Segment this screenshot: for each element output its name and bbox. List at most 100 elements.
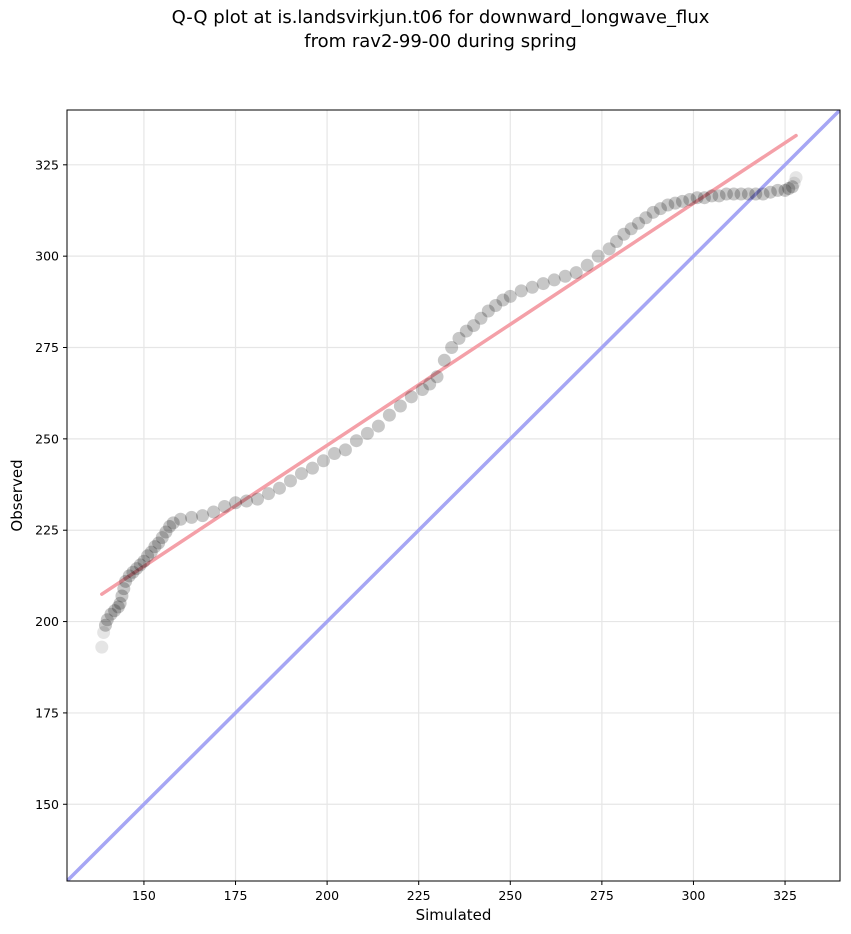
quantile-point <box>734 187 748 201</box>
quantile-point <box>144 545 158 559</box>
grid <box>67 110 840 881</box>
quantile-point <box>113 596 127 610</box>
quantile-point <box>785 180 799 194</box>
quantile-point <box>445 341 459 355</box>
quantile-point <box>580 258 594 272</box>
quantile-point <box>229 496 243 510</box>
quantile-point <box>349 434 363 448</box>
identity-line <box>67 110 840 881</box>
quantile-point <box>166 516 180 530</box>
y-tick-label: 225 <box>35 523 59 538</box>
quantile-point <box>338 443 352 457</box>
quantile-point <box>404 390 418 404</box>
quantile-point <box>415 383 429 397</box>
quantile-point <box>467 319 481 333</box>
quantile-point <box>639 211 653 225</box>
quantile-point <box>591 249 605 263</box>
quantile-point <box>430 370 444 384</box>
quantile-point <box>474 311 488 325</box>
quantile-point <box>305 461 319 475</box>
quantile-point <box>100 613 114 627</box>
fit-line <box>100 133 798 596</box>
x-tick-label: 250 <box>498 888 522 903</box>
quantile-point <box>119 574 133 588</box>
y-tick-label: 175 <box>35 705 59 720</box>
quantile-point <box>697 191 711 205</box>
quantile-point <box>316 454 330 468</box>
quantile-point <box>719 187 733 201</box>
chart-title-line-1: Q-Q plot at is.landsvirkjun.t06 for down… <box>171 7 710 28</box>
x-tick-label: 325 <box>773 888 797 903</box>
quantile-point <box>95 640 109 654</box>
quantile-point <box>683 193 697 207</box>
quantile-point <box>782 182 796 196</box>
x-axis-label: Simulated <box>416 906 492 924</box>
plot-frame <box>66 109 841 882</box>
quantile-point <box>122 569 136 583</box>
quantile-point <box>481 304 495 318</box>
quantile-point <box>130 562 144 576</box>
quantile-point <box>104 607 118 621</box>
y-tick-label: 300 <box>35 249 59 264</box>
chart-title: Q-Q plot at is.landsvirkjun.t06 for down… <box>0 6 851 54</box>
x-tick-label: 300 <box>682 888 706 903</box>
quantile-point <box>646 205 660 219</box>
x-tick-label: 225 <box>407 888 431 903</box>
quantile-point <box>155 531 169 545</box>
quantile-point <box>163 520 177 534</box>
quantile-point <box>240 494 254 508</box>
quantile-point <box>98 618 112 632</box>
quantile-point <box>771 183 785 197</box>
quantile-point <box>514 284 528 298</box>
quantile-point <box>117 582 131 596</box>
quantile-point <box>382 408 396 422</box>
quantile-point <box>452 331 466 345</box>
x-tick-label: 275 <box>590 888 614 903</box>
quantile-point <box>712 189 726 203</box>
y-tick-label: 250 <box>35 431 59 446</box>
quantile-point <box>789 171 803 185</box>
quantile-point <box>148 540 162 554</box>
quantile-point <box>536 277 550 291</box>
quantile-point <box>741 187 755 201</box>
y-tick-label: 325 <box>35 157 59 172</box>
quantile-point <box>294 467 308 481</box>
quantile-points <box>95 171 803 654</box>
quantile-point <box>496 293 510 307</box>
quantile-point <box>360 426 374 440</box>
quantile-point <box>393 399 407 413</box>
quantile-point <box>423 377 437 391</box>
quantile-point <box>218 499 232 513</box>
quantile-point <box>778 183 792 197</box>
quantile-point <box>749 187 763 201</box>
quantile-point <box>668 196 682 210</box>
quantile-point <box>763 185 777 199</box>
quantile-point <box>174 512 188 526</box>
quantile-point <box>196 509 210 523</box>
plot-lines <box>67 110 840 881</box>
quantile-point <box>108 604 122 618</box>
quantile-point <box>283 474 297 488</box>
y-tick-label: 150 <box>35 797 59 812</box>
quantile-point <box>185 510 199 524</box>
quantile-point <box>159 525 173 539</box>
quantile-point <box>137 554 151 568</box>
quantile-point <box>547 273 561 287</box>
y-tick-label: 200 <box>35 614 59 629</box>
quantile-point <box>727 187 741 201</box>
quantile-point <box>459 324 473 338</box>
quantile-point <box>569 266 583 280</box>
quantile-point <box>705 189 719 203</box>
quantile-point <box>133 558 147 572</box>
quantile-point <box>787 176 801 190</box>
quantile-point <box>690 191 704 205</box>
quantile-point <box>661 198 675 212</box>
y-axis-label: Observed <box>8 459 26 531</box>
quantile-point <box>115 589 129 603</box>
y-tick-label: 275 <box>35 340 59 355</box>
x-tick-label: 150 <box>132 888 156 903</box>
quantile-point <box>653 202 667 216</box>
quantile-point <box>152 536 166 550</box>
x-tick-label: 175 <box>224 888 248 903</box>
